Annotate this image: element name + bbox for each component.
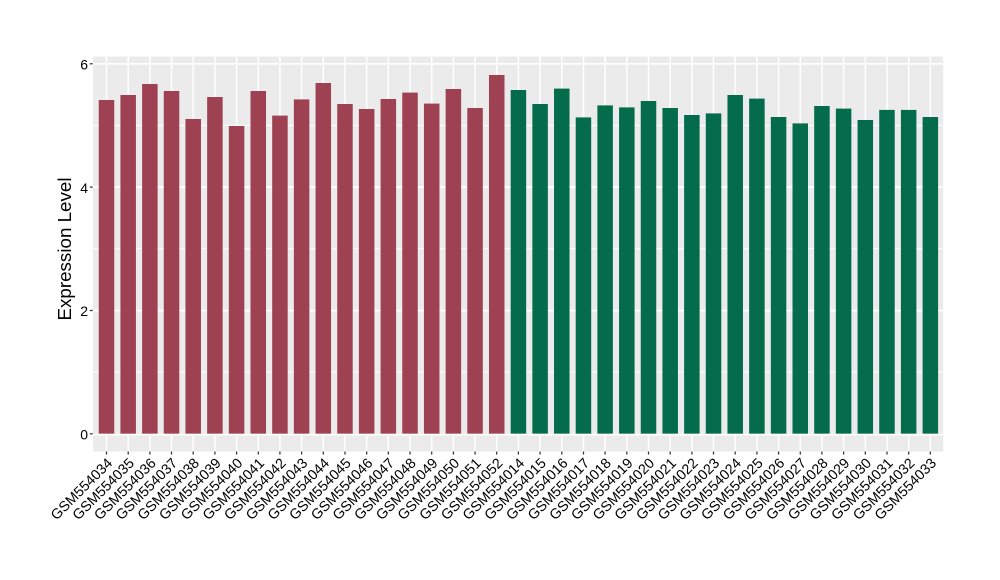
svg-text:0: 0 [80, 427, 88, 443]
svg-text:6: 6 [80, 57, 88, 73]
svg-text:4: 4 [80, 180, 88, 196]
svg-text:2: 2 [80, 303, 88, 319]
svg-text:Expression Level: Expression Level [54, 177, 75, 320]
